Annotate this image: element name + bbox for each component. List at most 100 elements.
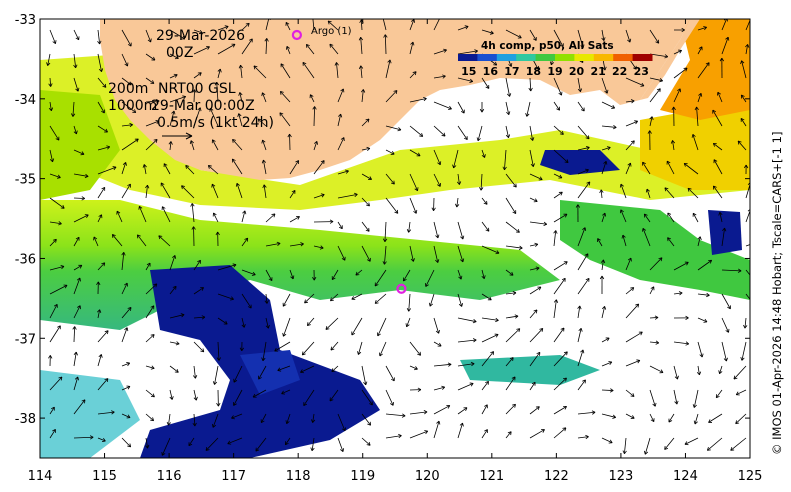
current-vector-head xyxy=(48,83,53,87)
current-vector xyxy=(672,140,675,151)
current-vector-head xyxy=(341,256,346,261)
current-vector-head xyxy=(425,283,429,287)
current-vector xyxy=(625,100,635,103)
current-vector-head xyxy=(490,351,495,356)
current-vector-head xyxy=(737,140,742,145)
current-vector-head xyxy=(549,61,555,66)
current-vector-head xyxy=(536,351,541,356)
current-vector xyxy=(713,159,723,175)
current-vector xyxy=(403,269,411,282)
current-vector xyxy=(577,278,590,295)
current-vector xyxy=(211,183,219,199)
current-vector-head xyxy=(604,89,609,94)
current-vector-head xyxy=(484,404,488,409)
current-vector xyxy=(112,234,123,247)
current-vector xyxy=(232,158,243,175)
current-vector xyxy=(97,29,101,45)
current-vector xyxy=(49,376,63,391)
current-vector-head xyxy=(685,315,689,321)
current-vector-head xyxy=(340,88,345,93)
current-vector xyxy=(190,140,195,151)
current-vector xyxy=(145,185,148,199)
colorbar-swatch xyxy=(496,54,517,61)
current-vector-head xyxy=(575,204,581,208)
current-vector xyxy=(505,29,522,39)
current-vector xyxy=(116,210,123,223)
current-vector xyxy=(597,238,603,247)
current-vector-head xyxy=(227,440,232,445)
current-vector xyxy=(289,190,296,199)
date-label: 29-Mar-2026 xyxy=(156,28,246,44)
current-vector-head xyxy=(410,41,415,46)
sst-patch-cold-sw2 xyxy=(240,350,300,395)
current-vector xyxy=(529,125,534,141)
current-vector xyxy=(642,228,651,247)
current-vector xyxy=(260,413,267,423)
current-vector-head xyxy=(506,93,512,97)
current-vector xyxy=(457,173,460,185)
current-vector xyxy=(255,437,267,452)
current-vector xyxy=(263,159,267,175)
current-vector xyxy=(433,341,442,347)
current-vector-head xyxy=(759,239,762,242)
current-vector xyxy=(337,193,358,199)
current-vector-head xyxy=(338,113,343,118)
current-vector-head xyxy=(231,415,235,420)
current-vector-head xyxy=(580,107,585,112)
current-vector-head xyxy=(410,258,415,262)
current-vector-head xyxy=(124,282,128,287)
current-vector-head xyxy=(358,65,364,70)
current-vector-head xyxy=(279,91,284,95)
current-vector xyxy=(97,166,117,175)
current-vector-head xyxy=(664,446,669,450)
current-vector xyxy=(257,118,267,127)
current-vector xyxy=(649,29,660,44)
current-vector-head xyxy=(233,378,238,383)
current-vector-head xyxy=(708,419,713,423)
current-vector-head xyxy=(697,236,702,241)
current-vector-head xyxy=(671,106,676,111)
current-vector-head xyxy=(539,328,544,332)
current-vector xyxy=(193,365,196,379)
current-vector-head xyxy=(182,95,187,100)
current-vector xyxy=(329,389,339,402)
current-vector-head xyxy=(394,209,399,214)
current-vector xyxy=(409,19,415,31)
current-vector xyxy=(673,88,681,103)
y-tick-label: -38 xyxy=(15,412,36,427)
current-vector-head xyxy=(112,166,117,171)
current-vector xyxy=(258,365,267,380)
current-vector-head xyxy=(493,61,498,66)
current-vector xyxy=(577,181,591,199)
current-vector xyxy=(744,317,747,329)
current-vector-head xyxy=(305,43,310,48)
current-vector-head xyxy=(101,109,105,114)
current-vector-head xyxy=(512,183,517,188)
current-vector xyxy=(233,365,243,383)
current-vector-head xyxy=(217,68,222,73)
current-vector-head xyxy=(282,302,287,307)
current-vector-head xyxy=(365,118,370,123)
current-vector-head xyxy=(126,385,131,390)
current-vector xyxy=(649,116,653,127)
current-vector xyxy=(279,112,291,127)
current-vector xyxy=(216,82,219,103)
current-vector xyxy=(649,317,659,319)
current-vector xyxy=(721,317,729,333)
current-vector xyxy=(553,101,560,111)
current-vector xyxy=(233,389,243,406)
current-vector xyxy=(217,341,220,361)
current-vector-head xyxy=(735,420,740,425)
current-vector xyxy=(745,244,750,247)
current-vector-head xyxy=(201,315,206,320)
y-axis: -33 -34 -35 -36 -37 -38 xyxy=(15,13,750,427)
current-vector xyxy=(409,41,414,55)
current-vector-head xyxy=(621,234,626,239)
current-vector-head xyxy=(560,327,565,332)
current-vector xyxy=(217,43,236,55)
current-vector xyxy=(433,386,445,391)
current-vector-head xyxy=(630,99,635,104)
current-vector xyxy=(529,243,538,247)
current-vector-head xyxy=(630,140,635,145)
current-vector xyxy=(330,341,339,351)
